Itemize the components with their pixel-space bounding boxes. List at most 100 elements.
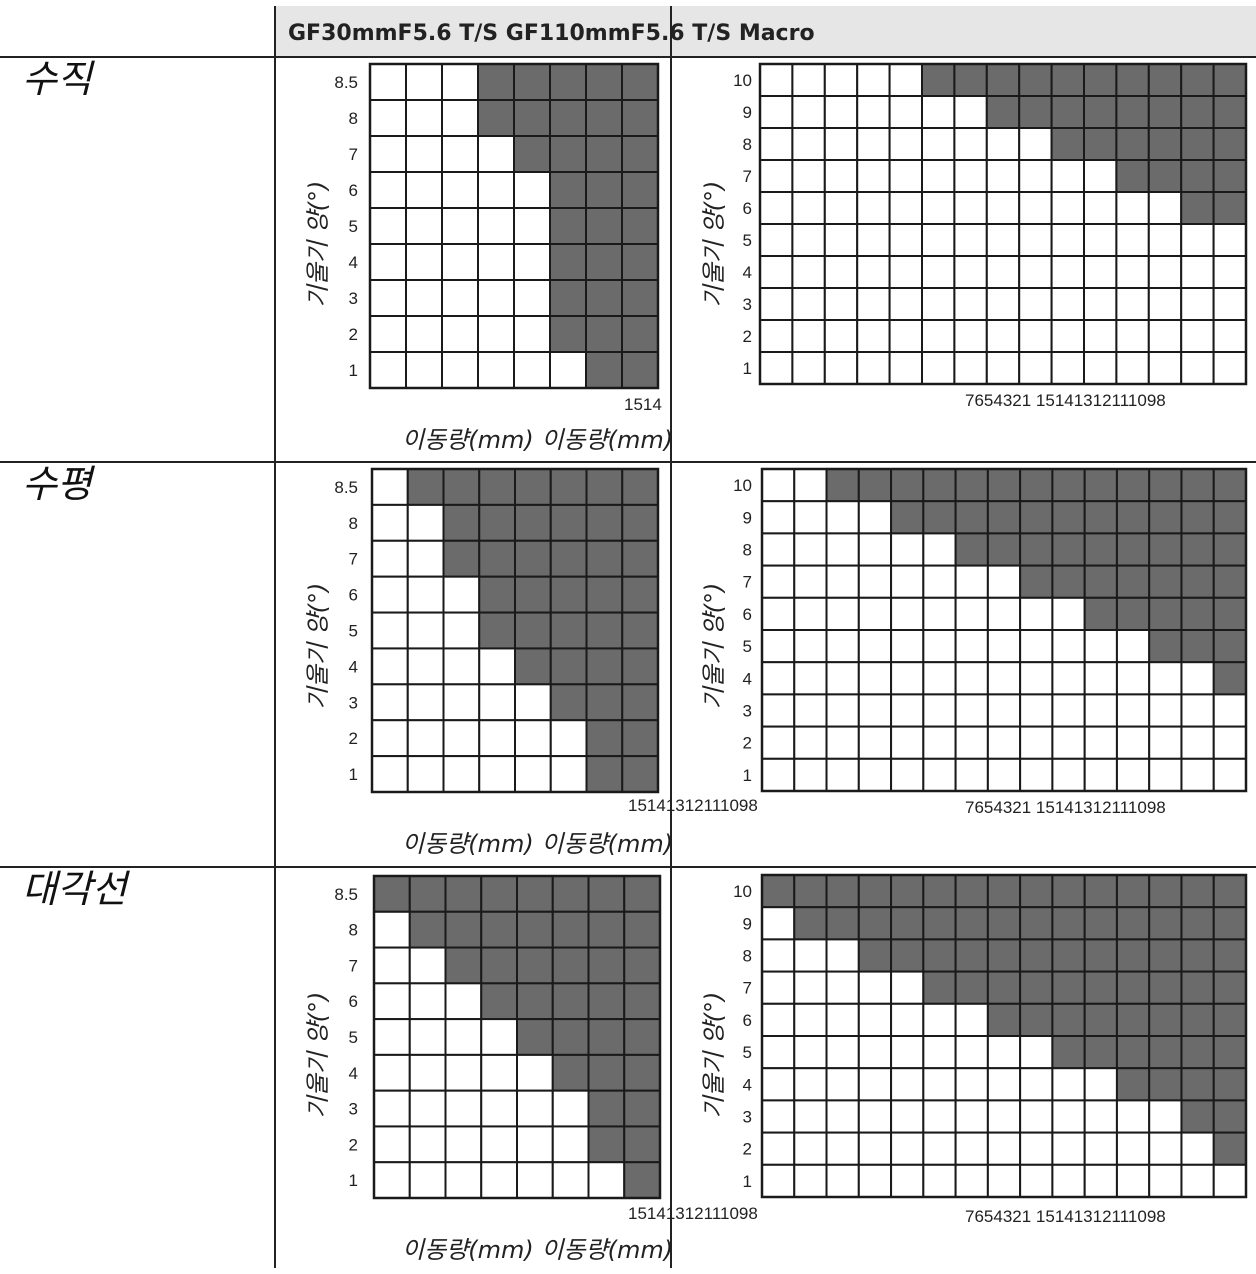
shaded-cell: [444, 910, 483, 949]
open-cell: [408, 1053, 447, 1092]
open-cell: [369, 135, 407, 173]
shaded-cell: [585, 63, 623, 101]
shaded-cell: [551, 946, 590, 985]
y-tick-label: 10: [733, 71, 752, 90]
open-cell: [825, 757, 860, 792]
open-cell: [513, 315, 551, 353]
open-cell: [761, 1163, 796, 1199]
open-cell: [1018, 287, 1053, 321]
open-cell: [514, 719, 552, 758]
open-cell: [1180, 319, 1215, 353]
open-cell: [922, 629, 957, 664]
shaded-cell: [587, 982, 626, 1021]
open-cell: [922, 1067, 957, 1102]
open-cell: [857, 1067, 893, 1102]
open-cell: [408, 1161, 447, 1199]
open-cell: [442, 755, 481, 793]
shaded-cell: [585, 99, 623, 137]
open-cell: [371, 719, 409, 758]
open-cell: [986, 1131, 1022, 1166]
y-tick-label: 8: [349, 109, 358, 128]
open-cell: [857, 661, 893, 696]
shaded-cell: [1019, 468, 1054, 503]
shaded-cell: [477, 99, 515, 137]
open-cell: [371, 468, 409, 506]
open-cell: [405, 171, 443, 209]
open-cell: [406, 719, 445, 758]
open-cell: [954, 661, 989, 696]
shaded-cell: [585, 755, 624, 793]
open-cell: [1180, 1163, 1215, 1199]
open-cell: [761, 1131, 796, 1166]
open-cell: [1051, 693, 1086, 728]
open-cell: [441, 279, 479, 317]
shaded-cell: [985, 63, 1021, 97]
y-tick-label: 6: [349, 586, 358, 605]
shaded-cell: [890, 938, 925, 973]
open-cell: [888, 191, 923, 225]
shaded-cell: [623, 1125, 661, 1164]
open-cell: [373, 910, 411, 949]
open-cell: [406, 683, 445, 722]
open-cell: [922, 693, 957, 728]
open-cell: [444, 982, 483, 1021]
shaded-cell: [442, 468, 481, 506]
shaded-cell: [954, 468, 989, 503]
open-cell: [478, 755, 516, 793]
open-cell: [791, 287, 826, 321]
open-cell: [442, 719, 481, 758]
shaded-cell: [549, 63, 587, 101]
shaded-cell: [890, 874, 925, 909]
open-cell: [953, 319, 988, 353]
open-cell: [761, 1067, 796, 1102]
open-cell: [1019, 629, 1054, 664]
open-cell: [953, 127, 988, 161]
open-cell: [825, 500, 860, 535]
shaded-cell: [1148, 468, 1183, 503]
shaded-cell: [1180, 906, 1215, 941]
open-cell: [890, 725, 925, 760]
open-cell: [1212, 693, 1247, 728]
open-cell: [888, 159, 923, 193]
y-tick-label: 7: [349, 956, 358, 975]
shaded-cell: [478, 468, 516, 506]
shaded-cell: [585, 539, 624, 578]
open-cell: [444, 1161, 483, 1199]
shaded-cell: [516, 910, 554, 949]
shaded-cell: [514, 611, 552, 650]
open-cell: [954, 564, 989, 599]
shaded-cell: [1212, 191, 1247, 225]
open-cell: [953, 95, 988, 129]
open-cell: [1212, 223, 1247, 257]
grid-border: [760, 467, 1248, 793]
shaded-cell: [549, 207, 587, 245]
open-cell: [761, 757, 796, 792]
open-cell: [921, 255, 956, 289]
open-cell: [1018, 159, 1053, 193]
open-cell: [1050, 159, 1085, 193]
open-cell: [1148, 693, 1183, 728]
open-cell: [405, 315, 443, 353]
shaded-cell: [1212, 1035, 1247, 1070]
open-cell: [1180, 1131, 1215, 1166]
shaded-cell: [551, 875, 590, 913]
open-cell: [406, 647, 445, 686]
y-tick-label: 4: [349, 253, 358, 272]
open-cell: [823, 95, 859, 129]
shaded-cell: [1083, 564, 1118, 599]
y-tick-label: 6: [743, 199, 752, 218]
open-cell: [857, 1099, 893, 1134]
shaded-cell: [513, 63, 551, 101]
y-tick-label: 8.5: [334, 478, 358, 497]
open-cell: [441, 243, 479, 281]
open-cell: [441, 99, 479, 137]
open-cell: [793, 564, 828, 599]
open-cell: [922, 532, 957, 567]
shaded-cell: [1212, 500, 1247, 535]
shaded-cell: [1212, 1002, 1247, 1037]
open-cell: [1180, 223, 1215, 257]
grid-border: [372, 874, 662, 1200]
open-cell: [890, 757, 925, 792]
open-cell: [922, 1131, 957, 1166]
open-cell: [954, 1035, 989, 1070]
